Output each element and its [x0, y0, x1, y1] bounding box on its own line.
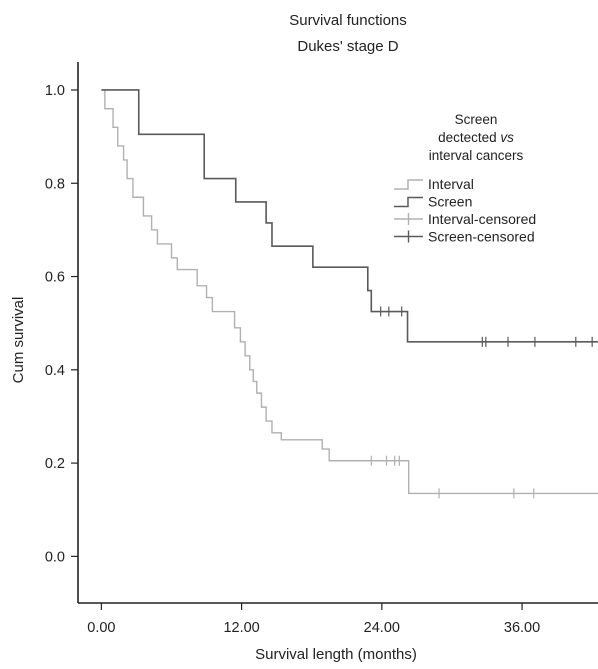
legend-title-vs: vs [500, 130, 514, 145]
legend-interval-label: Interval [428, 176, 474, 192]
legend-screen-censored-label: Screen-censored [428, 229, 535, 245]
legend-title-word: dectected [438, 130, 497, 145]
x-tick-label: 24.00 [364, 620, 400, 636]
y-tick-label: 0.2 [45, 456, 65, 472]
x-tick-label: 36.00 [504, 620, 540, 636]
series-layer [101, 89, 598, 499]
legend-screen-swatch [394, 196, 423, 208]
series-interval-curve [101, 89, 598, 495]
y-tick-label: 0.6 [45, 270, 65, 286]
legend-screen-label: Screen [428, 194, 472, 210]
legend: Screen dectected vs interval cancers Int… [394, 112, 536, 245]
y-tick-label: 0.0 [45, 549, 65, 565]
legend-interval-censored-label: Interval-censored [428, 211, 536, 227]
x-tick-label: 12.00 [223, 620, 259, 636]
y-axis-label: Cum survival [10, 297, 27, 384]
y-tick-label: 1.0 [45, 83, 65, 99]
chart-subtitle: Dukes' stage D [297, 38, 398, 55]
series-screen-curve [101, 89, 598, 343]
legend-title-line-2: dectected vs [438, 130, 514, 145]
y-tick-label: 0.4 [45, 363, 65, 379]
x-tick-label: 0.00 [87, 620, 115, 636]
legend-title-line-1: Screen [455, 112, 498, 127]
axes: 0.0 0.2 0.4 0.6 0.8 1.0 0.00 12.00 24.00 36.00 [45, 62, 598, 636]
y-tick-label: 0.8 [45, 176, 65, 192]
legend-title-line-3: interval cancers [429, 148, 524, 163]
x-axis-label: Survival length (months) [255, 646, 417, 663]
legend-interval-swatch [394, 179, 423, 190]
chart-title: Survival functions [289, 12, 407, 29]
